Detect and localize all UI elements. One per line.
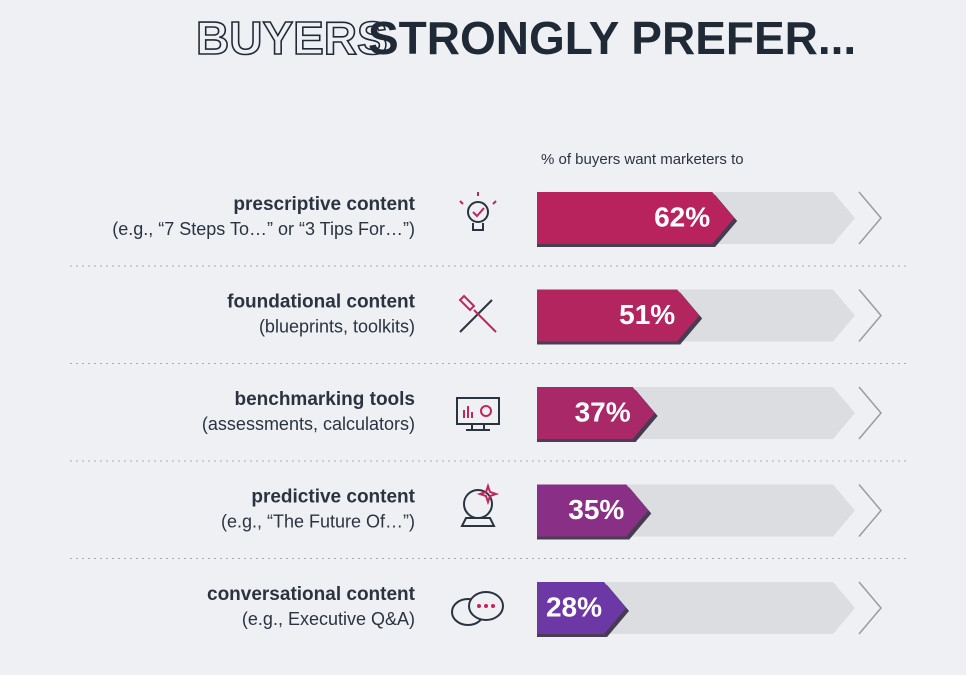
track-chevron	[858, 289, 882, 342]
value-label: 37%	[575, 396, 631, 427]
title: STRONGLY PREFER...	[368, 12, 856, 64]
value-label: 35%	[568, 494, 624, 525]
axis-label: % of buyers want marketers to	[541, 151, 744, 168]
bar	[537, 289, 700, 342]
category-label: prescriptive content	[233, 194, 415, 215]
value-label: 62%	[654, 201, 710, 232]
category-label: foundational content	[227, 292, 416, 313]
track-chevron	[858, 581, 882, 635]
icon-bulb	[459, 192, 497, 231]
category-description: (assessments, calculators)	[202, 414, 415, 434]
category-description: (blueprints, toolkits)	[259, 316, 415, 336]
icon-tools	[458, 294, 497, 333]
category-description: (e.g., “7 Steps To…” or “3 Tips For…”)	[112, 219, 415, 239]
icon-chat	[451, 591, 504, 626]
category-label: conversational content	[207, 584, 416, 605]
icon-monitor	[456, 397, 500, 431]
bar	[537, 582, 627, 634]
value-label: 28%	[546, 591, 602, 622]
track-chevron	[858, 386, 882, 440]
category-label: benchmarking tools	[234, 389, 415, 410]
category-description: (e.g., Executive Q&A)	[242, 609, 415, 629]
bar	[537, 387, 655, 439]
value-label: 51%	[619, 299, 675, 330]
title-outline: BUYERS	[196, 12, 388, 64]
category-label: predictive content	[251, 487, 415, 508]
category-description: (e.g., “The Future Of…”)	[221, 511, 415, 531]
track-chevron	[858, 484, 882, 537]
bar	[537, 192, 735, 244]
bar	[537, 484, 649, 537]
icon-crystal-ball	[460, 482, 500, 527]
track-chevron	[858, 191, 882, 245]
